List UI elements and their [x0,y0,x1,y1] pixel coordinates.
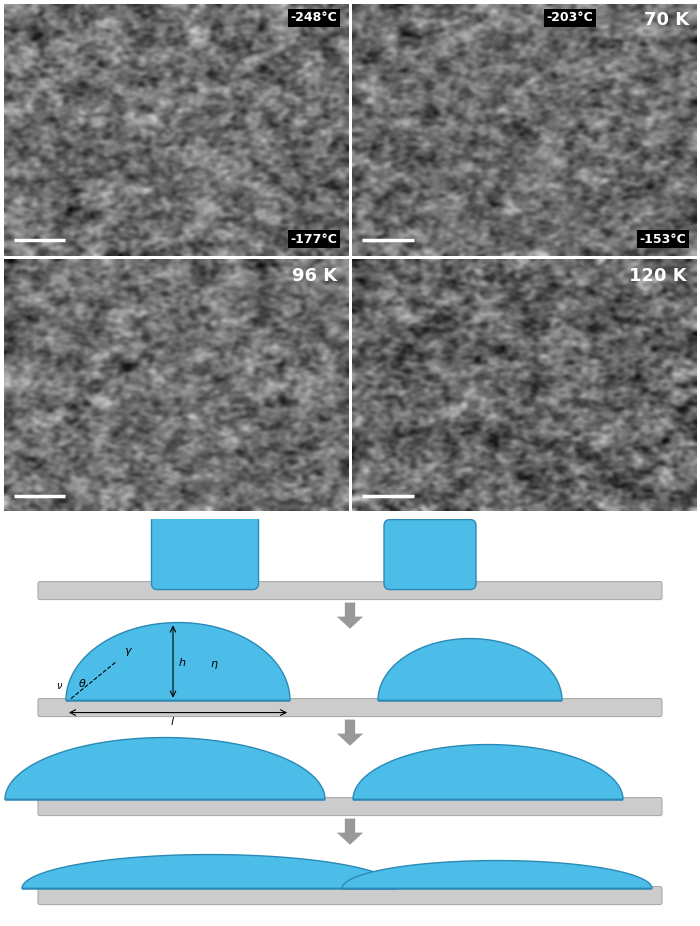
Text: -203°C: -203°C [547,11,593,24]
Text: -248°C: -248°C [290,11,337,24]
Polygon shape [353,745,623,799]
Text: 70 K: 70 K [645,11,690,30]
Text: $\nu$: $\nu$ [56,681,63,691]
Polygon shape [337,720,363,745]
FancyBboxPatch shape [38,698,662,717]
FancyBboxPatch shape [151,516,258,590]
Text: -153°C: -153°C [639,232,686,245]
Polygon shape [337,603,363,629]
Polygon shape [66,622,290,701]
Polygon shape [378,639,562,701]
Text: $\gamma$: $\gamma$ [124,645,133,657]
Text: $\eta$: $\eta$ [210,658,218,670]
FancyBboxPatch shape [38,582,662,599]
FancyBboxPatch shape [38,886,662,905]
Text: $h$: $h$ [178,656,186,668]
Polygon shape [5,738,325,799]
Text: 120 K: 120 K [629,267,686,285]
Polygon shape [22,855,398,889]
Text: $\theta$: $\theta$ [78,677,87,689]
Text: $l$: $l$ [171,715,176,727]
FancyBboxPatch shape [384,519,476,590]
Polygon shape [342,860,652,889]
FancyBboxPatch shape [38,797,662,816]
Text: -177°C: -177°C [290,232,337,245]
Text: 96 K: 96 K [293,267,337,285]
Polygon shape [337,819,363,845]
